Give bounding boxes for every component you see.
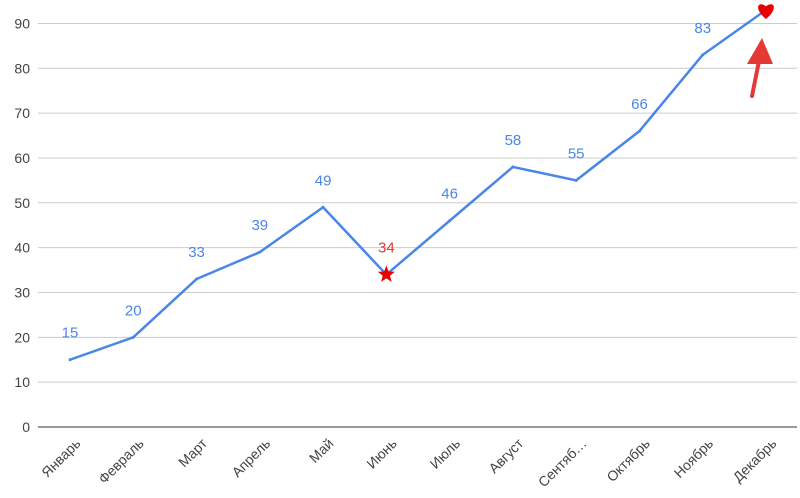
data-labels: 15 20 33 39 49 34 46 58 55 66 83 (62, 20, 711, 342)
series-layer (68, 8, 768, 362)
y-tick-label: 40 (14, 240, 30, 256)
y-tick-label: 60 (14, 150, 30, 166)
x-tick-label: Май (306, 435, 337, 466)
x-tick-label: Сентяб… (535, 435, 590, 490)
x-tick-label: Август (485, 435, 527, 477)
x-tick-label: Ноябрь (671, 435, 717, 481)
y-tick-label: 10 (14, 374, 30, 390)
data-point (195, 277, 199, 281)
data-point (574, 178, 578, 182)
annotations (747, 38, 773, 98)
star-marker (377, 265, 395, 282)
y-tick-label: 80 (14, 60, 30, 76)
data-label: 33 (188, 244, 205, 261)
y-tick-label: 30 (14, 284, 30, 300)
data-point (68, 358, 72, 362)
y-tick-label: 50 (14, 195, 30, 211)
x-tick-label: Февраль (95, 435, 147, 487)
gridlines (38, 22, 797, 428)
data-label: 49 (315, 172, 332, 189)
y-tick-label: 90 (14, 15, 30, 31)
x-tick-label: Март (175, 435, 210, 470)
data-label: 66 (631, 96, 648, 113)
data-point (701, 53, 705, 57)
data-label: 55 (568, 145, 585, 162)
data-label: 46 (441, 186, 458, 203)
y-tick-label: 20 (14, 329, 30, 345)
data-label: 83 (694, 20, 711, 37)
data-label: 58 (505, 132, 522, 149)
highlight-markers (377, 4, 774, 282)
heart-marker (758, 4, 774, 19)
data-point (131, 335, 135, 339)
data-label: 15 (62, 325, 79, 342)
data-label: 39 (251, 217, 268, 234)
x-tick-label: Апрель (228, 435, 273, 480)
x-tick-label: Июнь (363, 435, 399, 471)
x-tick-label: Июль (427, 435, 464, 472)
arrow-head (747, 38, 773, 64)
data-point (511, 165, 515, 169)
y-axis-ticks: 0 10 20 30 40 50 60 70 80 90 (14, 15, 30, 435)
x-tick-label: Декабрь (730, 435, 780, 485)
x-tick-label: Октябрь (603, 435, 653, 485)
data-point (321, 205, 325, 209)
data-point (448, 219, 452, 223)
data-point (258, 250, 262, 254)
y-tick-label: 0 (22, 419, 30, 435)
data-label: 34 (378, 240, 395, 257)
y-tick-label: 70 (14, 105, 30, 121)
data-label: 20 (125, 302, 142, 319)
series-line (69, 8, 767, 361)
x-axis-ticks: Январь Февраль Март Апрель Май Июнь Июль Август… (38, 435, 779, 490)
x-tick-label: Январь (38, 435, 83, 480)
data-point (637, 129, 641, 133)
